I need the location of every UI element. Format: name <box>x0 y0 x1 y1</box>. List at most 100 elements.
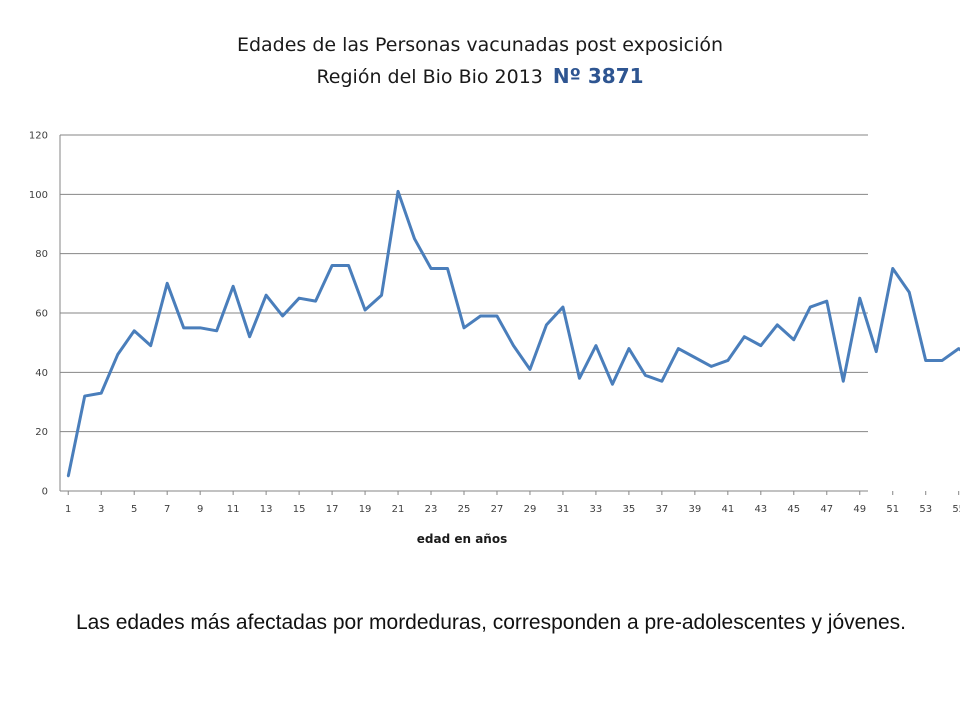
data-point-age-10 <box>215 329 218 332</box>
x-tick-label-39: 39 <box>688 504 701 515</box>
x-tick-label-51: 51 <box>886 504 899 515</box>
data-point-age-48 <box>842 380 845 383</box>
data-point-age-7 <box>165 282 169 285</box>
x-tick-label-19: 19 <box>359 504 372 515</box>
x-tick-label-9: 9 <box>197 504 203 515</box>
data-point-age-2 <box>83 394 86 398</box>
series-line-0 <box>66 189 960 477</box>
x-tick-label-13: 13 <box>260 504 273 515</box>
x-tick-label-35: 35 <box>623 504 636 515</box>
y-tick-label-80: 80 <box>35 249 48 260</box>
data-point-age-44 <box>776 323 779 327</box>
y-axis-ticks: 0 20 40 60 80 100 120 <box>29 131 48 498</box>
x-tick-label-7: 7 <box>164 504 170 515</box>
x-tick-label-29: 29 <box>524 504 537 515</box>
subtitle-text: Región del Bio Bio 2013 <box>316 66 543 88</box>
data-point-age-52 <box>908 291 911 294</box>
data-point-age-6 <box>149 344 152 347</box>
x-tick-label-23: 23 <box>425 504 438 515</box>
y-tick-label-120: 120 <box>29 131 48 142</box>
x-tick-label-45: 45 <box>787 504 800 515</box>
data-point-age-19 <box>363 308 367 312</box>
y-tick-label-40: 40 <box>35 368 48 379</box>
data-point-age-55 <box>957 347 960 350</box>
x-axis-label: edad en años <box>417 532 507 546</box>
data-point-age-46 <box>809 305 812 309</box>
data-point-age-36 <box>644 374 647 377</box>
data-point-age-18 <box>347 264 350 267</box>
data-point-age-30 <box>545 323 548 327</box>
data-point-age-12 <box>248 335 251 338</box>
data-point-age-20 <box>380 294 383 297</box>
data-point-age-49 <box>858 296 861 300</box>
data-point-age-42 <box>743 335 746 338</box>
x-tick-label-33: 33 <box>590 504 603 515</box>
chart-title-line1: Edades de las Personas vacunadas post ex… <box>0 34 960 56</box>
data-point-age-13 <box>264 294 268 297</box>
data-point-age-47 <box>825 299 828 303</box>
y-tick-label-20: 20 <box>35 427 48 438</box>
data-point-age-31 <box>561 305 565 309</box>
data-point-age-22 <box>413 237 416 241</box>
title-text: Edades de las Personas vacunadas post ex… <box>236 34 724 56</box>
data-point-age-23 <box>429 267 433 270</box>
x-tick-label-49: 49 <box>853 504 866 515</box>
series-group <box>66 189 960 478</box>
x-tick-label-17: 17 <box>326 504 339 515</box>
data-point-age-27 <box>495 314 499 318</box>
data-point-age-15 <box>297 296 301 300</box>
x-tick-label-53: 53 <box>919 504 932 515</box>
data-point-age-14 <box>281 314 284 318</box>
data-point-age-17 <box>330 264 334 267</box>
data-point-age-51 <box>891 267 894 270</box>
x-tick-label-27: 27 <box>491 504 504 515</box>
x-tick-label-21: 21 <box>392 504 405 515</box>
data-point-age-24 <box>446 267 449 270</box>
data-point-age-9 <box>198 326 202 330</box>
x-tick-label-37: 37 <box>656 504 669 515</box>
data-point-age-41 <box>726 359 730 362</box>
caption-text: Las edades más afectadas por mordeduras,… <box>76 611 906 634</box>
data-point-age-3 <box>100 391 103 395</box>
data-point-age-43 <box>759 344 763 347</box>
data-point-age-38 <box>677 347 680 350</box>
x-tick-label-11: 11 <box>227 504 240 515</box>
x-tick-label-43: 43 <box>754 504 767 515</box>
data-point-age-45 <box>792 338 795 341</box>
x-tick-label-47: 47 <box>820 504 833 515</box>
data-point-age-32 <box>578 377 581 380</box>
data-point-age-34 <box>611 383 614 386</box>
data-point-age-11 <box>231 285 235 288</box>
data-point-age-28 <box>512 344 515 347</box>
data-point-age-26 <box>479 314 482 318</box>
data-point-age-37 <box>660 380 664 383</box>
chart-title-line2: Región del Bio Bio 2013 Nº 3871 <box>0 64 960 88</box>
data-point-age-16 <box>314 299 317 303</box>
x-axis-ticks: 1 3 5 7 9 11 13 15 17 19 21 23 25 27 29 31 33 35 37 39 41 43 4… <box>65 491 960 515</box>
y-tick-label-100: 100 <box>29 190 48 201</box>
data-point-age-5 <box>133 329 136 332</box>
data-point-age-8 <box>182 326 185 330</box>
data-point-age-1 <box>67 474 70 478</box>
x-tick-label-25: 25 <box>458 504 471 515</box>
data-point-age-53 <box>924 359 927 362</box>
total-number: Nº 3871 <box>552 64 644 88</box>
x-tick-label-5: 5 <box>131 504 137 515</box>
data-point-age-4 <box>116 353 119 356</box>
y-tick-label-60: 60 <box>35 309 48 320</box>
data-point-age-40 <box>710 365 713 368</box>
y-tick-label-0: 0 <box>42 487 48 498</box>
gridlines <box>59 134 868 492</box>
x-tick-label-15: 15 <box>293 504 306 515</box>
data-point-age-35 <box>627 347 631 350</box>
data-point-age-50 <box>875 350 878 353</box>
data-point-age-21 <box>396 190 400 193</box>
x-tick-label-3: 3 <box>98 504 104 515</box>
data-point-age-25 <box>462 326 466 330</box>
x-tick-label-1: 1 <box>65 504 71 515</box>
data-point-age-39 <box>693 356 697 359</box>
data-point-age-29 <box>528 368 532 371</box>
x-tick-label-31: 31 <box>557 504 570 515</box>
data-point-age-54 <box>941 359 944 362</box>
